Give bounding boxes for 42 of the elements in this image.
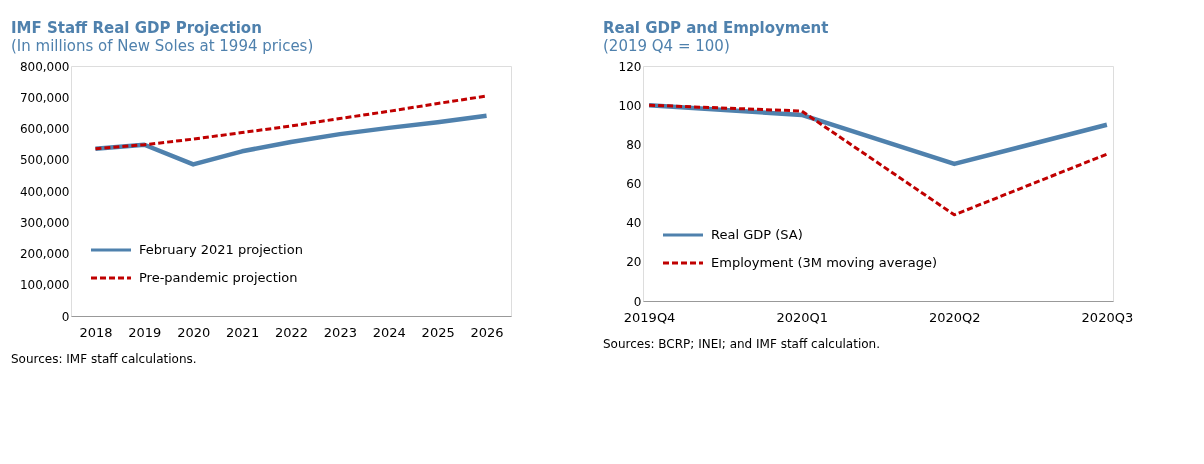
chart-title: Real GDP and Employment [603,19,829,37]
x-tick-label: 2022 [274,324,309,340]
y-tick-label: 120 [618,59,642,74]
y-tick-label: 400,000 [19,184,70,199]
x-tick-label: 2020Q3 [1081,309,1134,325]
x-tick-label: 2023 [323,324,357,340]
y-tick-label: 100 [618,98,642,113]
y-tick-label: 100,000 [19,278,70,293]
legend-label: Employment (3M moving average) [711,255,938,270]
y-tick-label: 800,000 [19,59,70,74]
y-tick-label: 0 [633,294,642,309]
line-series [646,102,1110,167]
y-tick-label: 0 [61,309,70,324]
chart-subtitle: (2019 Q4 = 100) [603,37,730,55]
x-tick-label: 2020Q2 [929,309,981,325]
legend-label: Real GDP (SA) [711,227,803,242]
x-tick-label: 2018 [79,324,113,340]
x-tick-label: 2025 [421,324,455,340]
y-tick-label: 600,000 [19,122,70,136]
y-tick-label: 20 [626,255,642,270]
x-tick-label: 2020 [177,324,211,340]
line-series [647,103,1109,217]
x-tick-label: 2021 [226,324,260,340]
y-tick-label: 700,000 [19,90,70,105]
chart-subtitle: (In millions of New Soles at 1994 prices) [11,37,314,55]
x-tick-label: 2020Q1 [776,309,828,325]
source-note: Sources: BCRP; INEI; and IMF staff calculation. [603,337,881,351]
x-tick-label: 2019Q4 [623,309,676,325]
y-tick-label: 200,000 [19,247,70,261]
x-tick-label: 2026 [470,324,504,340]
y-tick-label: 500,000 [19,153,70,168]
y-tick-label: 300,000 [19,215,70,230]
x-tick-label: 2019 [128,324,162,340]
y-tick-label: 80 [626,137,642,152]
legend-label: Pre-pandemic projection [139,270,298,285]
y-tick-label: 60 [626,177,642,191]
chart-title: IMF Staff Real GDP Projection [11,19,262,37]
y-tick-label: 40 [626,216,642,231]
line-series [93,113,489,167]
source-note: Sources: IMF staff calculations. [11,352,197,366]
legend-label: February 2021 projection [139,242,303,257]
x-tick-label: 2024 [372,324,406,340]
